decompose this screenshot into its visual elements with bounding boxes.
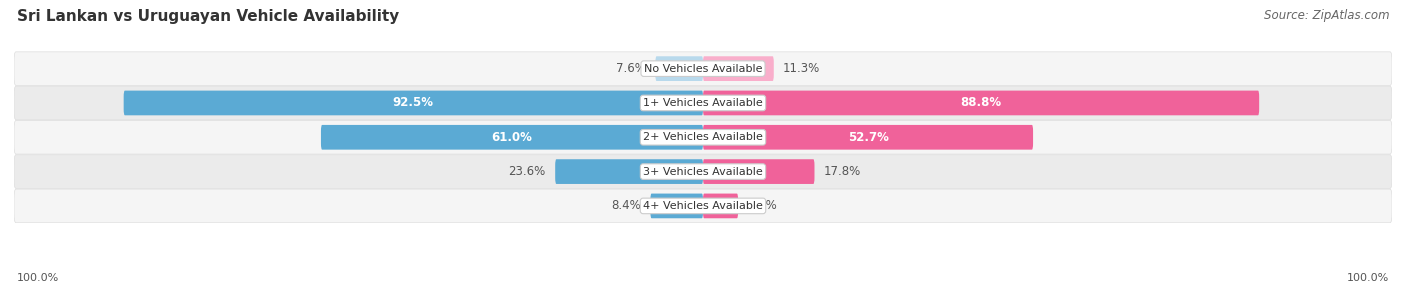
Text: 3+ Vehicles Available: 3+ Vehicles Available: [643, 167, 763, 176]
Text: 4+ Vehicles Available: 4+ Vehicles Available: [643, 201, 763, 211]
FancyBboxPatch shape: [703, 56, 773, 81]
Text: 61.0%: 61.0%: [492, 131, 533, 144]
Text: 88.8%: 88.8%: [960, 96, 1001, 110]
Legend: Sri Lankan, Uruguayan: Sri Lankan, Uruguayan: [603, 283, 803, 286]
FancyBboxPatch shape: [655, 56, 703, 81]
FancyBboxPatch shape: [14, 155, 1392, 188]
FancyBboxPatch shape: [703, 125, 1033, 150]
Text: 2+ Vehicles Available: 2+ Vehicles Available: [643, 132, 763, 142]
FancyBboxPatch shape: [703, 194, 738, 218]
Text: 17.8%: 17.8%: [824, 165, 860, 178]
Text: 92.5%: 92.5%: [392, 96, 434, 110]
Text: No Vehicles Available: No Vehicles Available: [644, 64, 762, 74]
Text: 52.7%: 52.7%: [848, 131, 889, 144]
Text: 100.0%: 100.0%: [17, 273, 59, 283]
FancyBboxPatch shape: [14, 86, 1392, 120]
Text: 8.4%: 8.4%: [612, 199, 641, 212]
FancyBboxPatch shape: [14, 52, 1392, 86]
FancyBboxPatch shape: [555, 159, 703, 184]
FancyBboxPatch shape: [651, 194, 703, 218]
FancyBboxPatch shape: [14, 120, 1392, 154]
Text: 7.6%: 7.6%: [616, 62, 645, 75]
FancyBboxPatch shape: [124, 91, 703, 115]
FancyBboxPatch shape: [703, 159, 814, 184]
Text: 5.6%: 5.6%: [748, 199, 778, 212]
FancyBboxPatch shape: [321, 125, 703, 150]
FancyBboxPatch shape: [703, 91, 1260, 115]
Text: Sri Lankan vs Uruguayan Vehicle Availability: Sri Lankan vs Uruguayan Vehicle Availabi…: [17, 9, 399, 23]
Text: Source: ZipAtlas.com: Source: ZipAtlas.com: [1264, 9, 1389, 21]
Text: 100.0%: 100.0%: [1347, 273, 1389, 283]
Text: 23.6%: 23.6%: [509, 165, 546, 178]
Text: 11.3%: 11.3%: [783, 62, 821, 75]
Text: 1+ Vehicles Available: 1+ Vehicles Available: [643, 98, 763, 108]
FancyBboxPatch shape: [14, 189, 1392, 223]
